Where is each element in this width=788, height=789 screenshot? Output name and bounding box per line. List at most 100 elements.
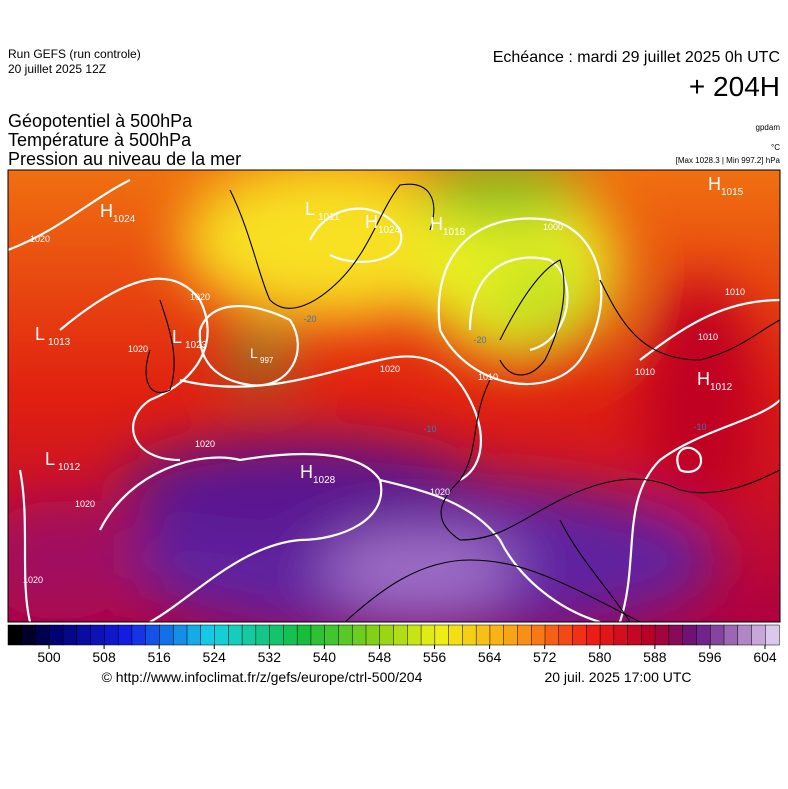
colorbar-tick-label: 580 [588, 649, 612, 665]
isobars [8, 179, 780, 622]
colorbar-tick-label: 588 [643, 649, 667, 665]
colorbar-swatch [572, 624, 587, 646]
pressure-center: L 1012 [45, 449, 81, 473]
unit: [Max 1028.3 | Min 997.2] hPa [676, 156, 781, 165]
colorbar-tick-label: 556 [423, 649, 447, 665]
colorbar-swatch [462, 624, 477, 646]
colorbar-swatch [269, 624, 284, 646]
colorbar-swatch [393, 624, 408, 646]
pressure-value: 1024 [378, 225, 401, 236]
pressure-value: 1012 [58, 462, 81, 473]
pressure-letter: H [430, 214, 443, 234]
pressure-letter: L [45, 449, 55, 469]
pressure-letter: H [100, 201, 113, 221]
pressure-value: 997 [260, 356, 274, 365]
colorbar-swatch [489, 624, 505, 646]
pressure-letter: L [250, 345, 258, 361]
pressure-value: 1012 [710, 382, 733, 393]
colorbar-swatch [324, 624, 340, 646]
pressure-center: H 1018 [430, 214, 466, 238]
pressure-value: 1013 [48, 337, 71, 348]
generated-time: 20 juil. 2025 17:00 UTC [544, 669, 691, 685]
colorbar-swatch [448, 624, 463, 646]
pressure-letter: H [697, 369, 710, 389]
colorbar-tick-label: 548 [368, 649, 392, 665]
pressure-letter: L [35, 324, 45, 344]
colorbar-tick-label: 508 [92, 649, 116, 665]
colorbar-swatch [283, 624, 298, 646]
colorbar-swatch [228, 624, 243, 646]
colorbar-swatch [599, 624, 615, 646]
colorbar: 500 508 516 524 532 540 548 556 564 572 580 588 596 6… [7, 624, 780, 665]
field-title: Pression au niveau de la mer [8, 149, 241, 169]
unit: °C [771, 143, 780, 152]
source-url: © http://www.infoclimat.fr/z/gefs/europe… [102, 669, 423, 685]
map: 1020 1020 1020 1020 1020 1020 1020 1020 1000 1010… [8, 170, 780, 622]
contour-label: 1020 [195, 439, 215, 449]
unit: gpdam [756, 123, 781, 132]
colorbar-swatch [379, 624, 395, 646]
pressure-center: H 1012 [697, 369, 733, 393]
colorbar-swatch [365, 624, 381, 646]
colorbar-swatch [7, 624, 23, 646]
pressure-value: 1023 [185, 340, 208, 351]
contour-label: 1020 [30, 234, 50, 244]
field-title: Géopotentiel à 500hPa [8, 111, 193, 131]
colorbar-swatch [200, 624, 216, 646]
pressure-value: 1024 [113, 214, 136, 225]
colorbar-swatch [668, 624, 684, 646]
contour-label: 1020 [23, 575, 43, 585]
colorbar-swatch [255, 624, 271, 646]
contour-label-layer: 1020 1020 1020 1020 1020 1020 1020 1020 1000 1010… [23, 222, 745, 585]
pressure-letter: H [300, 462, 313, 482]
colorbar-tick-label: 604 [753, 649, 777, 665]
colorbar-swatch [737, 624, 753, 646]
colorbar-swatch [351, 624, 367, 646]
colorbar-swatch [90, 624, 105, 646]
colorbar-swatch [420, 624, 436, 646]
colorbar-swatch [76, 624, 92, 646]
colorbar-swatch [613, 624, 629, 646]
contour-label: 1000 [543, 222, 563, 232]
colorbar-swatch [434, 624, 450, 646]
colorbar-swatch [517, 624, 532, 646]
colorbar-swatch [35, 624, 50, 646]
colorbar-swatch [751, 624, 766, 646]
contour-label: 1020 [380, 364, 400, 374]
pressure-letter: L [305, 199, 315, 219]
run-date: 20 juillet 2025 12Z [8, 62, 106, 76]
contour-label: -20 [303, 314, 316, 324]
contour-label: 1020 [430, 487, 450, 497]
contour-label: -10 [423, 424, 436, 434]
colorbar-tick-label: 516 [147, 649, 171, 665]
colorbar-tick-label: 564 [478, 649, 502, 665]
pressure-letter: H [365, 212, 378, 232]
colorbar-swatch [104, 624, 119, 646]
pressure-value: 1011 [318, 212, 340, 223]
contour-label: 1020 [190, 292, 210, 302]
field-title: Température à 500hPa [8, 130, 192, 150]
colorbar-tick-label: 524 [203, 649, 227, 665]
contour-label: 1010 [635, 367, 655, 377]
colorbar-swatch [172, 624, 188, 646]
contour-label: 1010 [478, 372, 498, 382]
contour-label: -20 [473, 335, 486, 345]
colorbar-swatch [145, 624, 161, 646]
contour-label: 1010 [725, 287, 745, 297]
contour-label: 1020 [75, 499, 95, 509]
colorbar-swatch [654, 624, 670, 646]
colorbar-swatch [21, 624, 37, 646]
contour-label: 1010 [698, 332, 718, 342]
pressure-value: 1015 [721, 187, 744, 198]
colorbar-swatch [310, 624, 326, 646]
colorbar-swatch [296, 624, 312, 646]
colorbar-swatch [131, 624, 147, 646]
pressure-value: 1028 [313, 475, 336, 486]
pressure-center: L 1011 [305, 199, 340, 223]
pressure-letter: L [172, 327, 182, 347]
colorbar-swatch [49, 624, 64, 646]
colorbar-tick-label: 500 [37, 649, 61, 665]
contour-label: -10 [693, 422, 706, 432]
map-frame [7, 169, 781, 623]
pressure-center: H 1015 [708, 174, 744, 198]
